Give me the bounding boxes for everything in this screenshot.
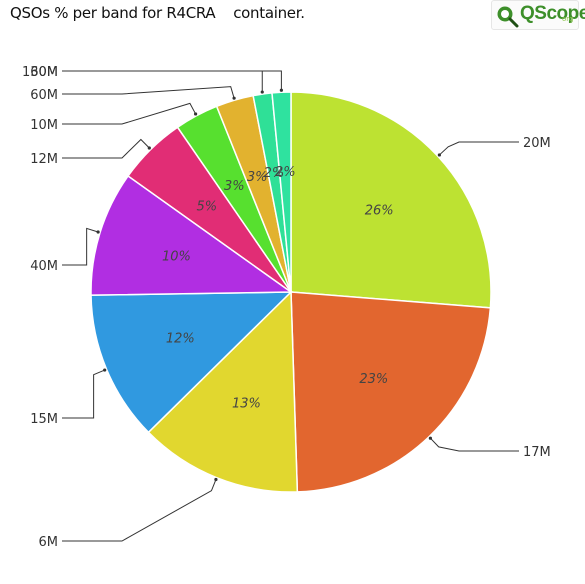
qscope-logo[interactable]: QScope org (491, 0, 585, 30)
leader-line-15m (62, 369, 105, 419)
leader-tip-30m (279, 88, 283, 92)
leader-tip-15m (103, 368, 107, 372)
percent-label-20m: 26% (365, 204, 394, 219)
percent-label-17m: 23% (359, 372, 388, 387)
percent-label-160m: 2% (264, 166, 285, 181)
leader-tip-6m (214, 477, 218, 482)
band-label-60m: 60M (30, 88, 58, 103)
band-label-10m: 10M (30, 118, 58, 133)
percent-label-40m: 10% (162, 249, 191, 264)
leader-line-40m (62, 227, 99, 266)
percent-label-30m: 2% (275, 165, 296, 180)
percent-label-15m: 12% (166, 331, 195, 346)
pie-slice-17m[interactable] (290, 291, 492, 493)
logo-suffix: org (562, 15, 574, 23)
leader-line-160m (62, 70, 263, 93)
chart-title: QSOs % per band for R4CRA container. (10, 4, 305, 22)
band-label-12m: 12M (30, 152, 58, 167)
leader-tip-40m (96, 230, 100, 234)
leader-line-12m (62, 138, 150, 159)
leader-tip-60m (232, 96, 236, 100)
leader-tip-10m (194, 112, 198, 116)
percent-label-10m: 3% (224, 179, 245, 194)
pie-slices (90, 91, 492, 493)
leader-line-20m (439, 141, 519, 156)
band-label-15m: 15M (30, 412, 58, 427)
band-label-40m: 40M (30, 259, 58, 274)
pie-slice-20m[interactable] (290, 91, 492, 309)
band-label-6m: 6M (39, 535, 59, 550)
pie-slice-6m[interactable] (147, 290, 299, 493)
percent-label-6m: 13% (232, 396, 261, 411)
leader-tip-160m (260, 90, 264, 94)
leader-line-30m (62, 70, 282, 91)
band-label-160m: 160M (22, 65, 58, 80)
pie-slice-30m[interactable] (271, 91, 292, 293)
leader-tip-20m (437, 153, 441, 157)
leader-line-60m (62, 86, 235, 99)
percent-label-12m: 5% (197, 199, 218, 214)
band-label-17m: 17M (523, 445, 551, 460)
magnifier-icon (497, 6, 519, 28)
leader-line-6m (62, 479, 217, 542)
logo-name: QScope (520, 3, 585, 24)
band-label-20m: 20M (523, 136, 551, 151)
leader-lines (62, 70, 519, 542)
percent-label-60m: 3% (247, 170, 268, 185)
leader-tip-17m (428, 436, 432, 440)
leader-line-10m (62, 102, 197, 125)
band-label-30m: 30M (30, 65, 58, 80)
percent-labels: 26%23%13%12%10%5%3%3%2%2% (162, 165, 394, 411)
pie-slice-40m[interactable] (90, 174, 294, 296)
leader-line-17m (430, 437, 519, 452)
pie-slice-15m[interactable] (90, 291, 293, 434)
leader-tip-12m (147, 146, 151, 150)
